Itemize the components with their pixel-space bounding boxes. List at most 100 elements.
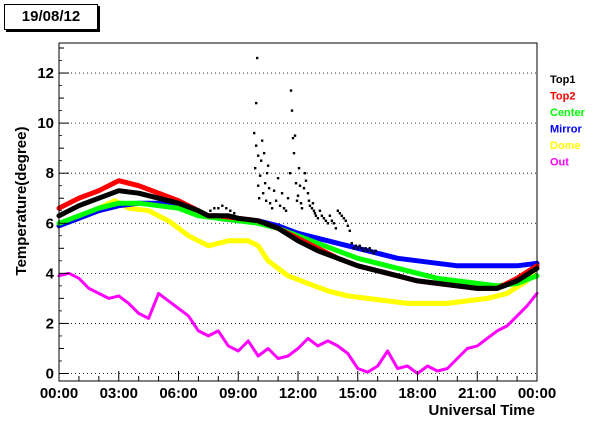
top1-scatter-point — [312, 209, 316, 212]
top1-scatter-point — [316, 217, 320, 220]
top1-scatter-point — [308, 204, 312, 207]
top1-scatter-point — [372, 252, 375, 255]
y-tick-label: 2 — [46, 315, 54, 332]
date-title: 19/08/12 — [21, 8, 81, 25]
top1-scatter-point — [297, 166, 301, 170]
top1-scatter-point — [338, 212, 342, 215]
series-lines — [56, 178, 540, 375]
top1-scatter-point — [302, 187, 306, 190]
top1-scatter-point — [293, 134, 297, 137]
top1-scatter-point — [328, 214, 332, 217]
top1-scatter-point — [360, 247, 363, 250]
y-tick-label: 10 — [37, 115, 54, 132]
top1-scatter-point — [268, 202, 272, 205]
top1-scatter-point — [344, 219, 347, 222]
top1-scatter-point — [282, 207, 286, 210]
x-tick-label: 21:00 — [458, 385, 496, 402]
top1-scatter-point — [286, 197, 290, 200]
x-tick-label: 00:00 — [40, 385, 78, 402]
top1-scatter-point — [261, 192, 265, 195]
y-tick-label: 8 — [46, 165, 54, 182]
series-out-line — [57, 271, 539, 375]
top1-scatter-point — [276, 177, 280, 180]
top1-scatter-point — [291, 136, 295, 140]
top1-scatter-point — [306, 192, 310, 195]
x-tick-label: 18:00 — [398, 385, 436, 402]
top1-scatter-point — [254, 144, 258, 147]
legend-entry-center: Center — [550, 107, 586, 119]
top1-scatter-point — [322, 217, 326, 220]
y-tick-label: 12 — [37, 65, 54, 82]
top1-scatter-point — [221, 204, 224, 207]
top1-scatter-point — [266, 164, 270, 167]
top1-scatter-point — [294, 182, 298, 185]
top1-scatter-point — [270, 207, 274, 210]
top1-scatter-point — [326, 222, 330, 225]
top1-scatter-point — [348, 229, 351, 232]
legend-entry-out: Out — [550, 157, 569, 169]
top1-scatter-point — [366, 249, 369, 253]
grid — [59, 72, 537, 374]
date-title-box: 19/08/12 — [4, 4, 98, 30]
top1-scatter-point — [300, 207, 304, 210]
top1-scatter-point — [313, 212, 317, 215]
top1-scatter-point — [350, 242, 353, 245]
y-tick-label: 6 — [46, 215, 54, 232]
top1-scatter-point — [295, 199, 299, 202]
top1-scatter-point — [217, 207, 220, 210]
x-tick-label: 00:00 — [518, 385, 556, 402]
top1-scatter-point — [278, 204, 282, 207]
top1-scatter-point — [340, 214, 344, 217]
x-tick-label: 09:00 — [219, 385, 257, 402]
top1-scatter-point — [298, 184, 302, 187]
top1-scatter-point — [289, 89, 293, 92]
top1-scatter-point — [354, 244, 357, 247]
top1-scatter-point — [370, 249, 373, 253]
top1-scatter-point — [374, 249, 377, 253]
top1-scatter-point — [332, 222, 336, 225]
top1-scatter-point — [264, 199, 268, 202]
top1-scatter-point — [310, 207, 314, 210]
top1-scatter-point — [265, 171, 269, 175]
top1-scatter-point — [213, 207, 216, 210]
top1-scatter-point — [356, 247, 359, 250]
top1-scatter-point — [320, 214, 324, 217]
top1-scatter-point — [255, 56, 259, 60]
top1-scatter-point — [254, 101, 258, 105]
top1-scatter-point — [267, 187, 271, 190]
y-tick-label: 0 — [46, 365, 54, 382]
top1-scatter-point — [307, 199, 311, 202]
top1-scatter — [209, 56, 377, 255]
legend-entry-top1: Top1 — [550, 74, 575, 86]
x-axis-title: Universal Time — [429, 402, 535, 419]
top1-scatter-point — [358, 244, 361, 247]
x-tick-label: 15:00 — [339, 385, 377, 402]
top1-scatter-point — [274, 199, 278, 202]
top1-scatter-point — [346, 224, 349, 227]
top1-scatter-point — [233, 212, 236, 215]
legend-entry-dome: Dome — [550, 140, 581, 152]
top1-scatter-point — [318, 209, 322, 212]
top1-scatter-point — [299, 202, 303, 205]
top1-scatter-point — [272, 189, 276, 192]
top1-scatter-point — [362, 249, 365, 253]
series-top1-line — [56, 188, 540, 291]
top1-scatter-point — [314, 214, 318, 217]
plot-frame — [58, 42, 538, 382]
series-center-line — [56, 200, 540, 289]
x-tick-label: 12:00 — [279, 385, 317, 402]
top1-scatter-point — [253, 166, 257, 170]
legend-entry-top2: Top2 — [550, 91, 575, 103]
top1-scatter-point — [256, 154, 260, 157]
top1-scatter-point — [292, 151, 296, 155]
top1-scatter-point — [364, 247, 367, 250]
top1-scatter-point — [257, 197, 261, 200]
top1-scatter-point — [258, 174, 262, 177]
top1-scatter-point — [252, 131, 256, 135]
top1-scatter-point — [256, 184, 260, 187]
top1-scatter-point — [225, 207, 228, 210]
legend-entry-mirror: Mirror — [550, 124, 583, 136]
top1-scatter-point — [260, 139, 264, 142]
top1-scatter-point — [368, 247, 371, 250]
